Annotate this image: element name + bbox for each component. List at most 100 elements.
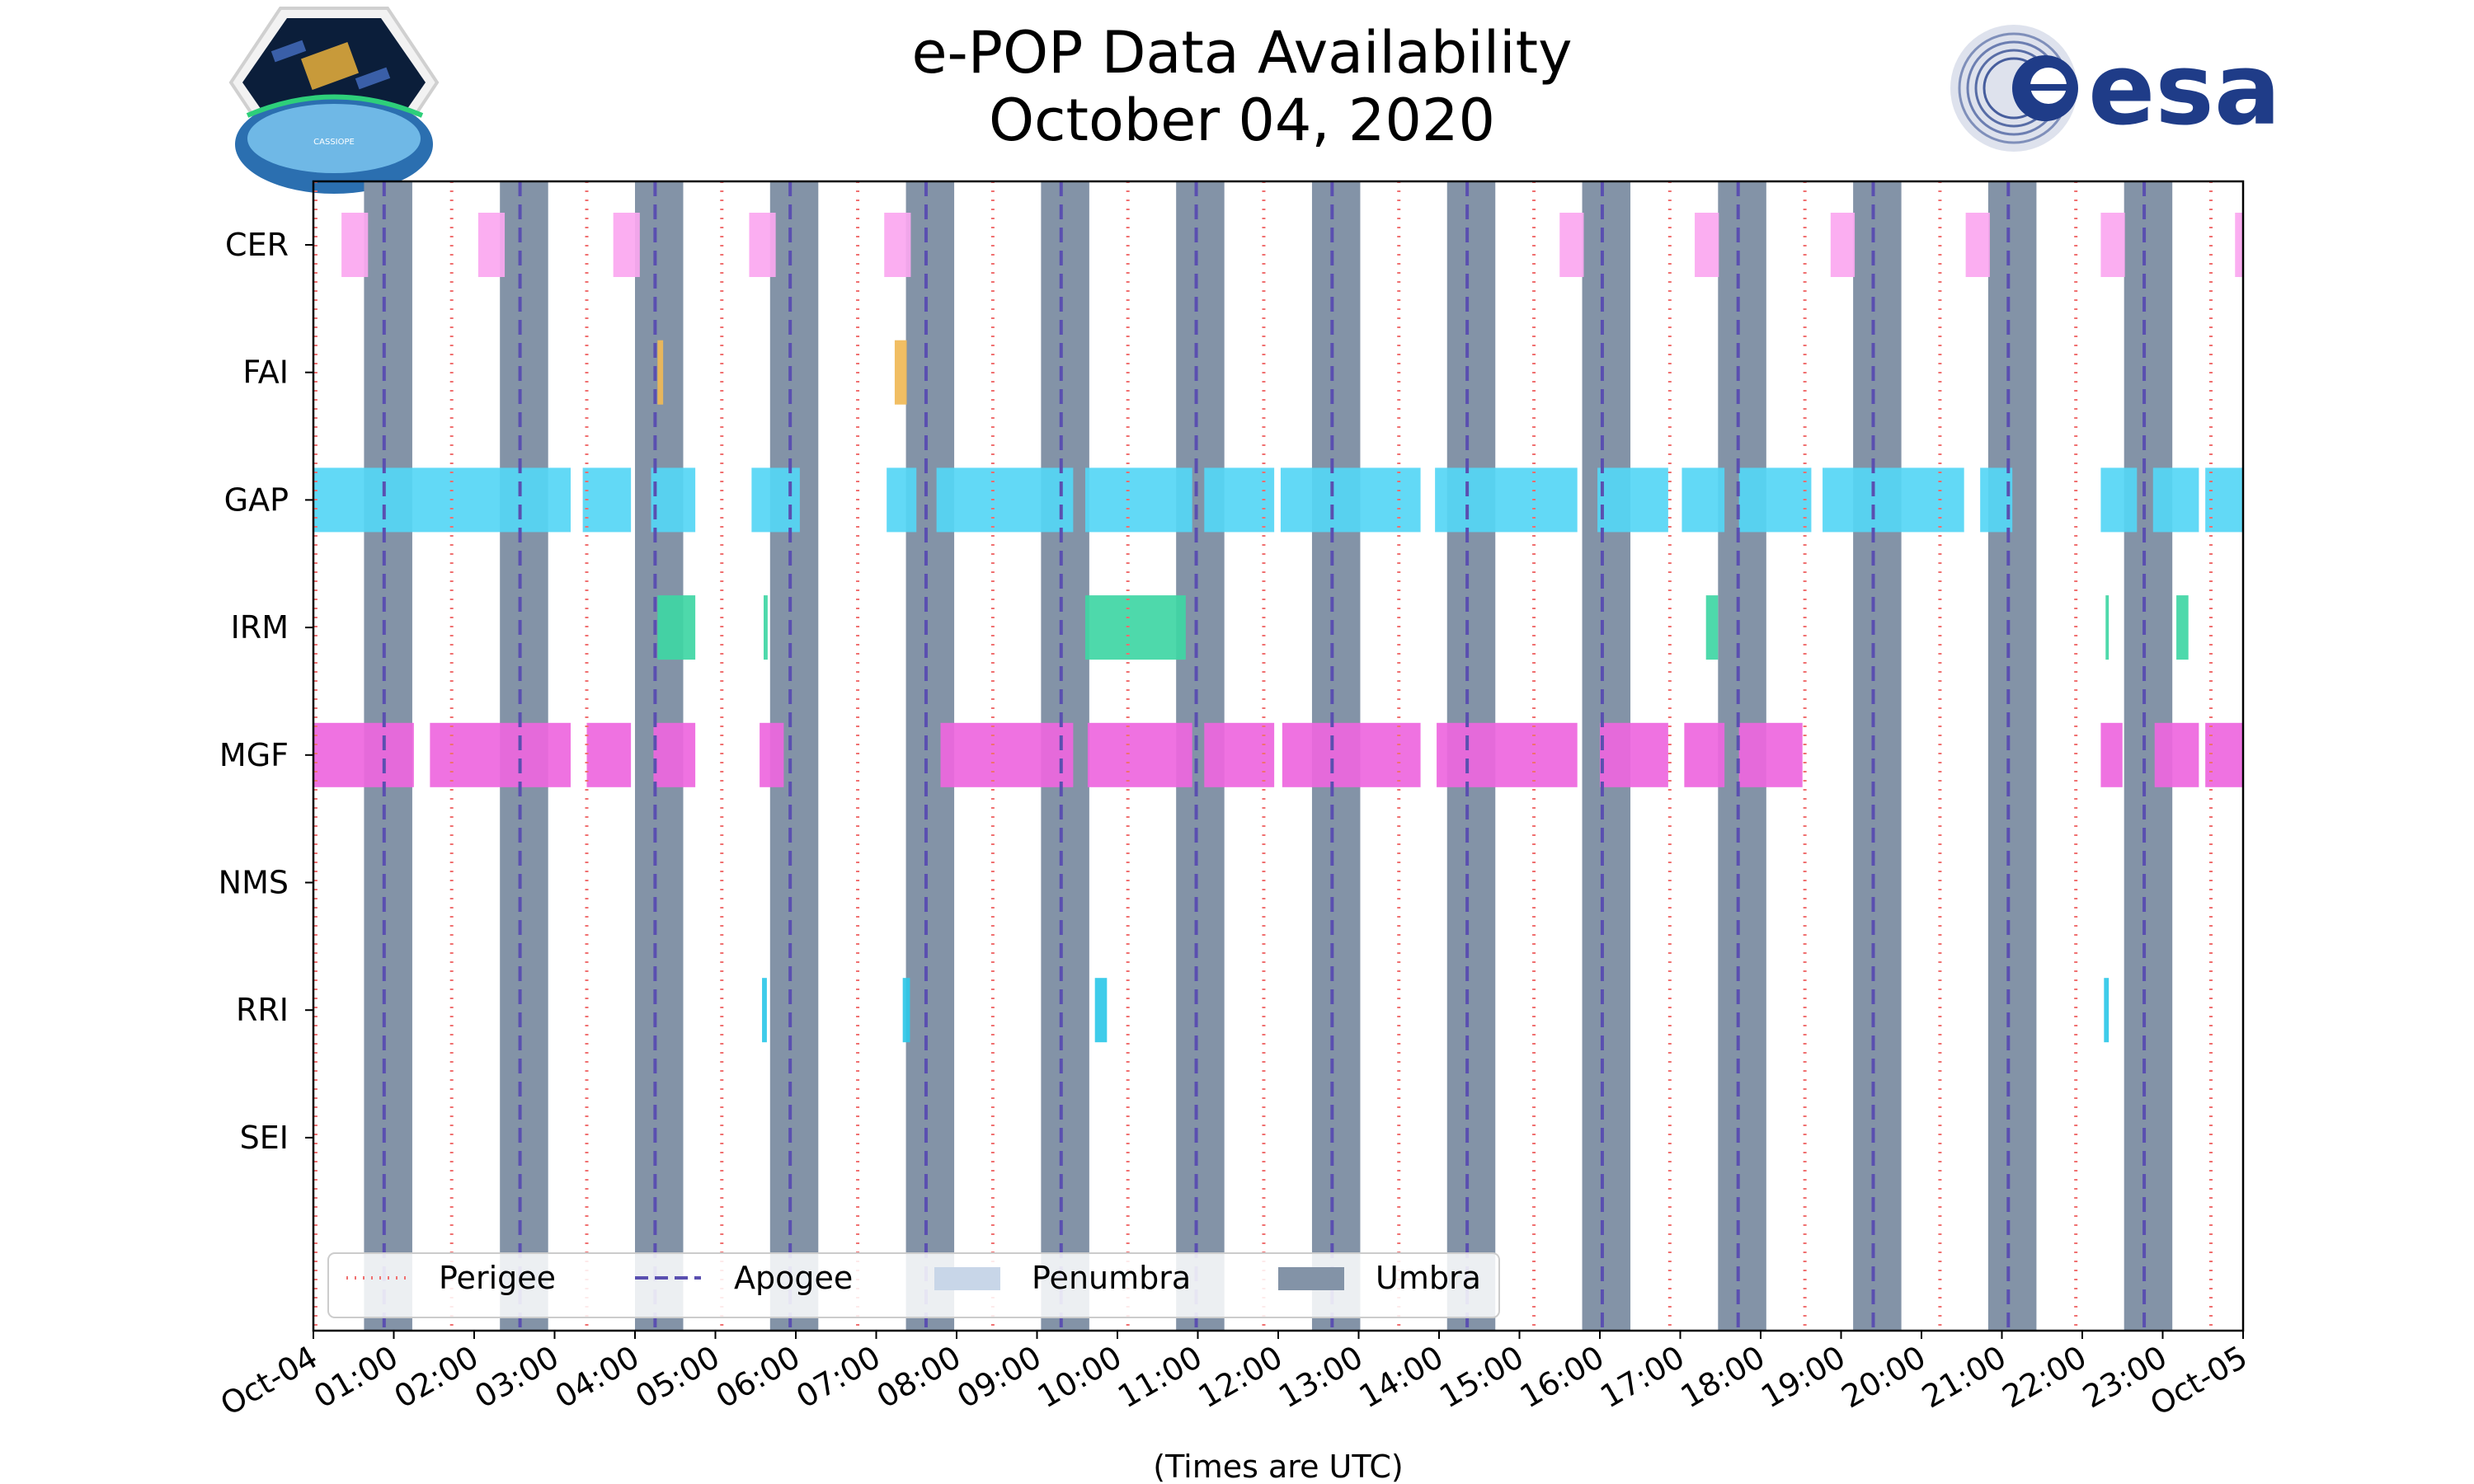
bar-mgf-4 <box>760 722 784 787</box>
y-tick-label-mgf: MGF <box>219 737 289 773</box>
bar-cer-2 <box>613 213 640 277</box>
x-axis-label: (Times are UTC) <box>1153 1449 1403 1484</box>
bar-irm-3 <box>1705 595 1719 660</box>
x-tick-label-20: 20:00 <box>1836 1339 1932 1416</box>
x-tick-label-18: 18:00 <box>1675 1339 1771 1416</box>
x-tick-label-6: 06:00 <box>710 1339 807 1416</box>
bar-gap-3 <box>751 467 800 533</box>
y-tick-label-cer: CER <box>225 227 289 263</box>
bar-mgf-7 <box>1204 722 1275 787</box>
x-tick-label-4: 04:00 <box>549 1339 646 1416</box>
x-tick-label-2: 02:00 <box>388 1339 485 1416</box>
bar-gap-2 <box>651 467 696 533</box>
x-tick-label-12: 12:00 <box>1192 1339 1289 1416</box>
x-tick-label-8: 08:00 <box>871 1339 967 1416</box>
bar-irm-5 <box>2176 595 2189 660</box>
bar-gap-16 <box>2152 467 2199 533</box>
bar-rri-3 <box>2104 978 2109 1043</box>
bar-mgf-0 <box>313 722 414 787</box>
bar-cer-10 <box>2235 213 2243 277</box>
perigee-lines-layer <box>313 181 2213 1331</box>
bar-mgf-11 <box>1684 722 1725 787</box>
availability-bars-layer <box>313 213 2243 1043</box>
legend-perigee-label: Perigee <box>439 1260 556 1296</box>
x-tick-label-16: 16:00 <box>1514 1339 1611 1416</box>
x-tick-label-19: 19:00 <box>1755 1339 1851 1416</box>
legend-umbra-swatch <box>1278 1267 1344 1290</box>
bar-irm-1 <box>764 595 768 660</box>
bar-cer-6 <box>1695 213 1719 277</box>
bar-gap-13 <box>1823 467 1964 533</box>
x-tick-label-9: 09:00 <box>951 1339 1047 1416</box>
bar-cer-4 <box>884 213 911 277</box>
y-axis-ticks: CER FAI GAP IRM MGF NMS RRI SEI <box>219 227 313 1156</box>
x-axis-ticks: Oct-0401:0002:0003:0004:0005:0006:0007:0… <box>214 1331 2254 1423</box>
bar-gap-6 <box>1085 467 1192 533</box>
x-tick-label-3: 03:00 <box>468 1339 565 1416</box>
plot-area: CER FAI GAP IRM MGF NMS RRI SEI Oct-0401:0002:0… <box>214 180 2254 1423</box>
bar-mgf-13 <box>2100 722 2123 787</box>
x-tick-label-7: 07:00 <box>790 1339 887 1416</box>
chart-title-line-2: October 04, 2020 <box>989 87 1495 154</box>
bar-mgf-14 <box>2154 722 2199 787</box>
bar-gap-9 <box>1435 467 1578 533</box>
bar-irm-2 <box>1085 595 1186 660</box>
bar-cer-8 <box>1965 213 1990 277</box>
mission-badge-text: CASSIOPE <box>313 138 355 147</box>
bar-mgf-5 <box>940 722 1074 787</box>
bar-cer-0 <box>341 213 369 277</box>
bar-mgf-12 <box>1738 722 1803 787</box>
bar-gap-5 <box>936 467 1074 533</box>
y-tick-label-rri: RRI <box>236 992 289 1028</box>
legend-umbra-label: Umbra <box>1376 1260 1481 1296</box>
bar-gap-12 <box>1738 467 1812 533</box>
y-tick-label-fai: FAI <box>242 355 289 391</box>
legend-penumbra-swatch <box>934 1267 1000 1290</box>
y-tick-label-sei: SEI <box>240 1120 289 1156</box>
esa-logo-text: esa <box>2088 33 2281 148</box>
y-tick-label-gap: GAP <box>224 481 289 518</box>
x-tick-label-1: 01:00 <box>308 1339 404 1416</box>
bar-gap-1 <box>582 467 632 533</box>
bar-gap-4 <box>887 467 917 533</box>
bar-gap-0 <box>313 467 571 533</box>
legend-penumbra-label: Penumbra <box>1032 1260 1191 1296</box>
bar-cer-3 <box>749 213 776 277</box>
chart-title-line-1: e-POP Data Availability <box>911 19 1572 87</box>
bar-mgf-8 <box>1282 722 1421 787</box>
cassiope-mission-badge-logo: CASSIOPE <box>228 7 440 194</box>
bar-cer-5 <box>1559 213 1584 277</box>
bar-rri-0 <box>762 978 767 1043</box>
bar-mgf-2 <box>586 722 632 787</box>
bar-rri-2 <box>1094 978 1108 1043</box>
bar-irm-0 <box>657 595 696 660</box>
bar-gap-10 <box>1597 467 1668 533</box>
bar-cer-1 <box>477 213 506 277</box>
legend: Perigee Apogee Penumbra Umbra <box>327 1252 1500 1318</box>
bar-fai-1 <box>894 340 907 405</box>
apogee-lines-layer <box>382 181 2147 1331</box>
y-tick-label-irm: IRM <box>231 609 289 646</box>
x-tick-label-0: Oct-04 <box>214 1339 324 1423</box>
bar-irm-4 <box>2105 595 2109 660</box>
bar-gap-14 <box>1980 467 2013 533</box>
bar-mgf-15 <box>2205 722 2243 787</box>
bar-mgf-1 <box>430 722 571 787</box>
bar-mgf-6 <box>1087 722 1192 787</box>
bar-gap-15 <box>2100 467 2138 533</box>
x-tick-label-11: 11:00 <box>1112 1339 1208 1416</box>
x-tick-label-22: 22:00 <box>1997 1339 2093 1416</box>
bar-cer-7 <box>1830 213 1856 277</box>
x-tick-label-17: 17:00 <box>1594 1339 1691 1416</box>
x-tick-label-21: 21:00 <box>1916 1339 2012 1416</box>
umbra-band-12 <box>1987 181 2037 1331</box>
y-tick-label-nms: NMS <box>219 865 289 901</box>
x-tick-label-5: 05:00 <box>629 1339 726 1416</box>
x-tick-label-10: 10:00 <box>1032 1339 1128 1416</box>
umbra-band-11 <box>1853 181 1902 1331</box>
legend-box <box>327 1252 1500 1318</box>
bar-rri-1 <box>902 978 910 1043</box>
x-tick-label-14: 14:00 <box>1353 1339 1450 1416</box>
x-tick-label-15: 15:00 <box>1433 1339 1530 1416</box>
